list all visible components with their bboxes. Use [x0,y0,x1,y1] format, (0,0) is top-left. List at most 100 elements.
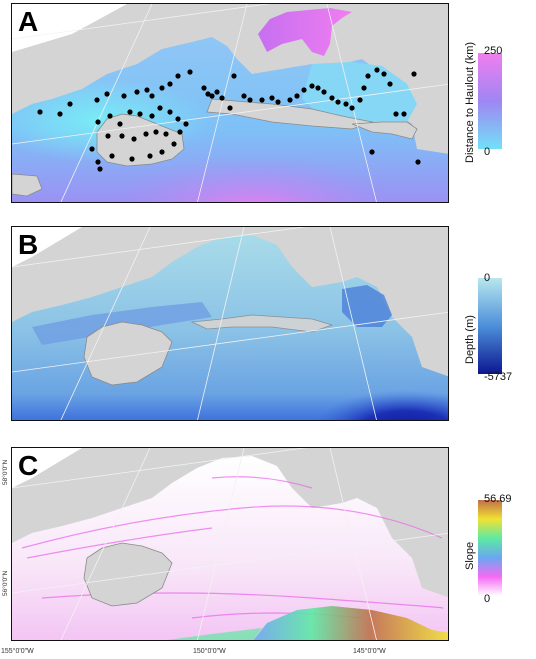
depth-map-panel: B [11,226,449,421]
lon-label: 145°0'0"W [353,648,386,655]
haulout-point [127,109,133,115]
haulout-point [67,101,73,107]
legend-min: 0 [484,146,491,158]
haulout-point [177,129,183,135]
slope-map-panel: C [11,447,449,641]
haulout-point [343,101,349,107]
haulout-point [369,149,375,155]
depth-colorbar [478,278,502,374]
haulout-point [121,93,127,99]
haulout-point [117,121,123,127]
haulout-point [201,85,207,91]
depth-map [12,227,448,420]
shelf-break [253,606,448,640]
legend-title: Distance to Haulout (km) [464,41,476,163]
haulout-point [349,105,355,111]
legend-max: 250 [484,45,503,57]
island [83,321,173,386]
lon-label: 155°0'0"W [1,648,34,655]
lat-label: 56°0'0"N [2,570,9,596]
lat-label: 58°0'0"N [2,459,9,485]
haulout-point [241,93,247,99]
haulout-point [294,93,300,99]
haulout-point [134,89,140,95]
haulout-point [357,97,363,103]
haulout-point [401,111,407,117]
haulout-point [94,97,100,103]
slope-colorbar [478,500,502,596]
island [83,542,173,607]
graticule [12,227,448,420]
legend-title: Depth (m) [464,315,476,364]
legend-max: 56.69 [484,493,512,505]
haulout-point [95,159,101,165]
panel-letter: A [18,6,39,37]
haulout-point [275,99,281,105]
haulout-point [411,71,417,77]
haulout-point [131,136,137,142]
haulout-point [137,111,143,117]
haulout-point [144,87,150,93]
haulout-point [175,116,181,122]
slope-legend: 56.69 0 Slope [462,492,536,612]
haulout-point [247,97,253,103]
legend-min: -5737 [484,371,513,383]
haulout-point [301,87,307,93]
haulout-point [361,85,367,91]
haulout-point [219,95,225,101]
haulout-point [183,121,189,127]
haulout-point [415,159,421,165]
distance-colorbar [478,53,502,149]
haulout-point [309,83,315,89]
haulout-point [259,97,265,103]
haulout-point [109,153,115,159]
haulout-point [374,67,380,73]
panel-letter: B [18,229,39,260]
haulout-point [143,131,149,137]
legend-title: Slope [464,541,476,570]
haulout-point [37,109,43,115]
haulout-point [149,93,155,99]
haulout-point [147,153,153,159]
haulout-point [105,133,111,139]
haulout-point [119,133,125,139]
haulout-point [335,99,341,105]
haulout-point [393,111,399,117]
haulout-point [159,85,165,91]
haulout-point [209,93,215,99]
haulout-point [321,89,327,95]
haulout-point [97,166,103,172]
haulout-point [171,141,177,147]
haulout-point [157,105,163,111]
haulout-points [37,67,421,172]
haulout-point [104,91,110,97]
graticule [12,4,448,202]
haulout-point [381,71,387,77]
haulout-point [95,119,101,125]
haulout-point [167,109,173,115]
slope-map [12,448,448,640]
haulout-point [153,129,159,135]
legend-min: 0 [484,593,491,605]
haulout-point [329,95,335,101]
haulout-point [167,81,173,87]
inlet-area [258,8,352,56]
panel-letter: C [18,450,39,481]
haulout-point [287,97,293,103]
distance-map-panel: A [11,3,449,203]
haulout-point [387,81,393,87]
haulout-point [187,69,193,75]
haulout-point [175,73,181,79]
haulout-point [205,91,211,97]
distance-map [12,4,448,202]
haulout-point [315,85,321,91]
depth-legend: 0 -5737 Depth (m) [462,270,536,390]
haulout-point [163,131,169,137]
haulout-point [107,113,113,119]
haulout-point [129,156,135,162]
distance-legend: 250 0 Distance to Haulout (km) [462,41,536,165]
haulout-point [214,89,220,95]
legend-max: 0 [484,272,491,284]
lon-label: 150°0'0"W [193,648,226,655]
haulout-point [269,95,275,101]
